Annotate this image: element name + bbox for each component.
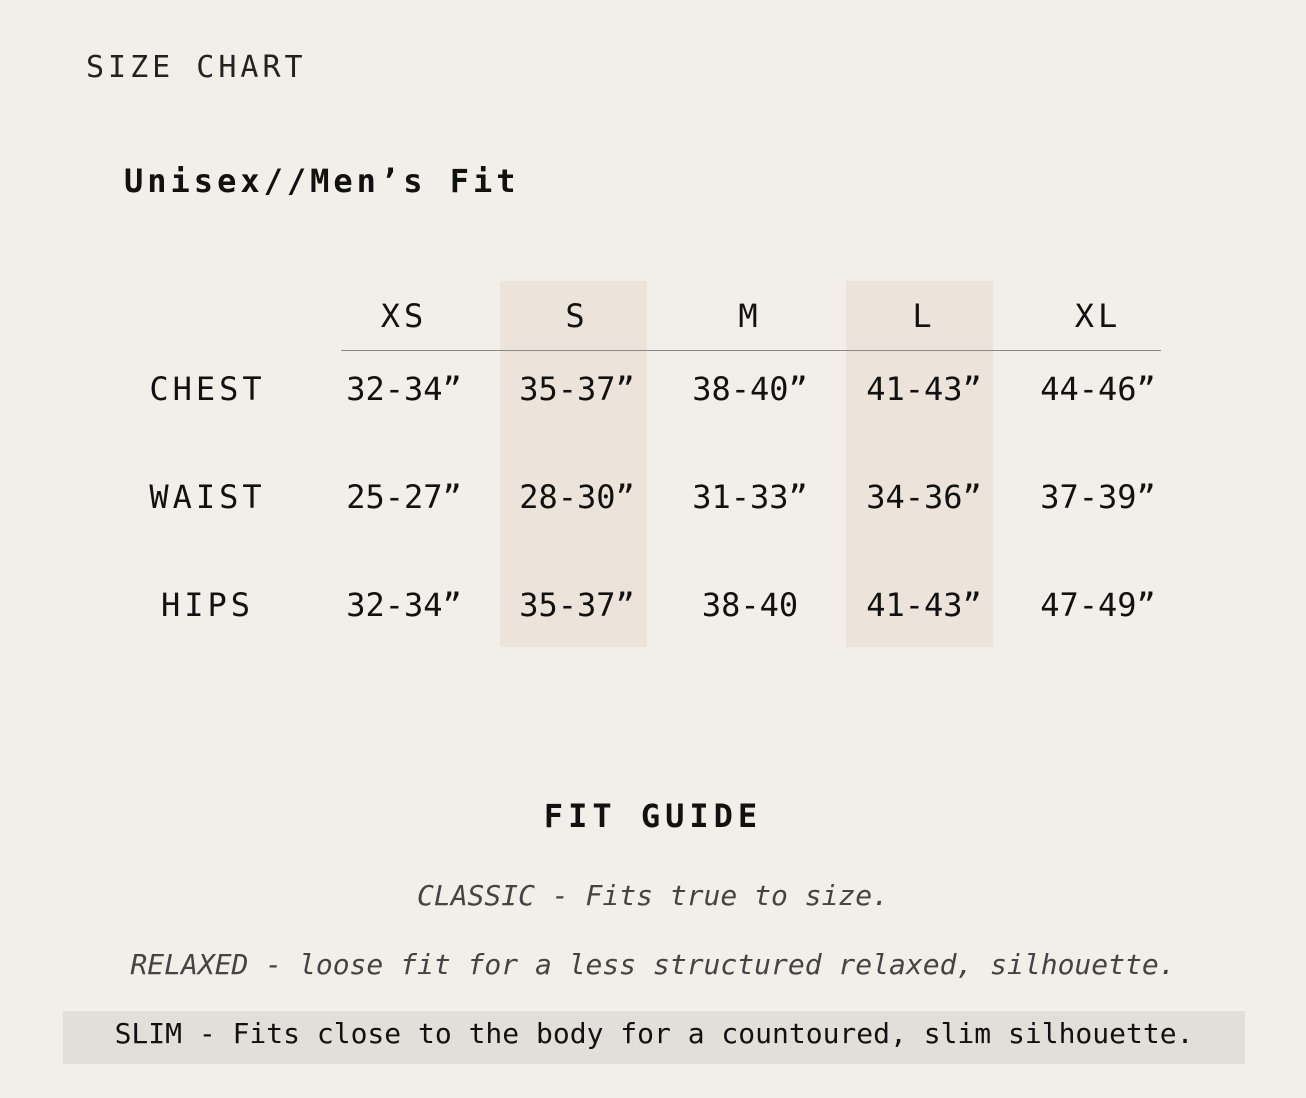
size-header-l: L [912,297,936,335]
fit-classic: CLASSIC - Fits true to size. [416,879,889,912]
size-header-xs: XS [380,297,428,335]
table-cell: 38-40 [701,586,799,624]
page-title: SIZE CHART [86,50,307,85]
size-header-s: S [565,297,589,335]
fit-slim: SLIM - Fits close to the body for a coun… [114,1017,1194,1050]
table-cell: 35-37” [519,370,635,408]
row-label-chest: CHEST [149,370,266,408]
table-cell: 35-37” [519,586,635,624]
row-label-hips: HIPS [160,586,255,624]
table-cell: 41-43” [866,370,982,408]
table-cell: 38-40” [692,370,808,408]
table-cell: 41-43” [866,586,982,624]
table-cell: 47-49” [1040,586,1156,624]
table-cell: 34-36” [866,478,982,516]
highlight-column-l [846,281,993,647]
table-cell: 32-34” [346,370,462,408]
table-cell: 37-39” [1040,478,1156,516]
header-divider [341,350,1161,351]
fit-subtitle: Unisex//Men’s Fit [124,162,520,200]
table-cell: 28-30” [519,478,635,516]
table-cell: 31-33” [692,478,808,516]
table-cell: 44-46” [1040,370,1156,408]
highlight-column-s [500,281,647,647]
size-header-xl: XL [1074,297,1122,335]
table-cell: 25-27” [346,478,462,516]
row-label-waist: WAIST [149,478,266,516]
slim-highlight [63,1011,1245,1064]
table-cell: 32-34” [346,586,462,624]
fit-guide-title: FIT GUIDE [543,797,763,835]
fit-relaxed: RELAXED - loose fit for a less structure… [130,948,1176,981]
size-header-m: M [738,297,762,335]
